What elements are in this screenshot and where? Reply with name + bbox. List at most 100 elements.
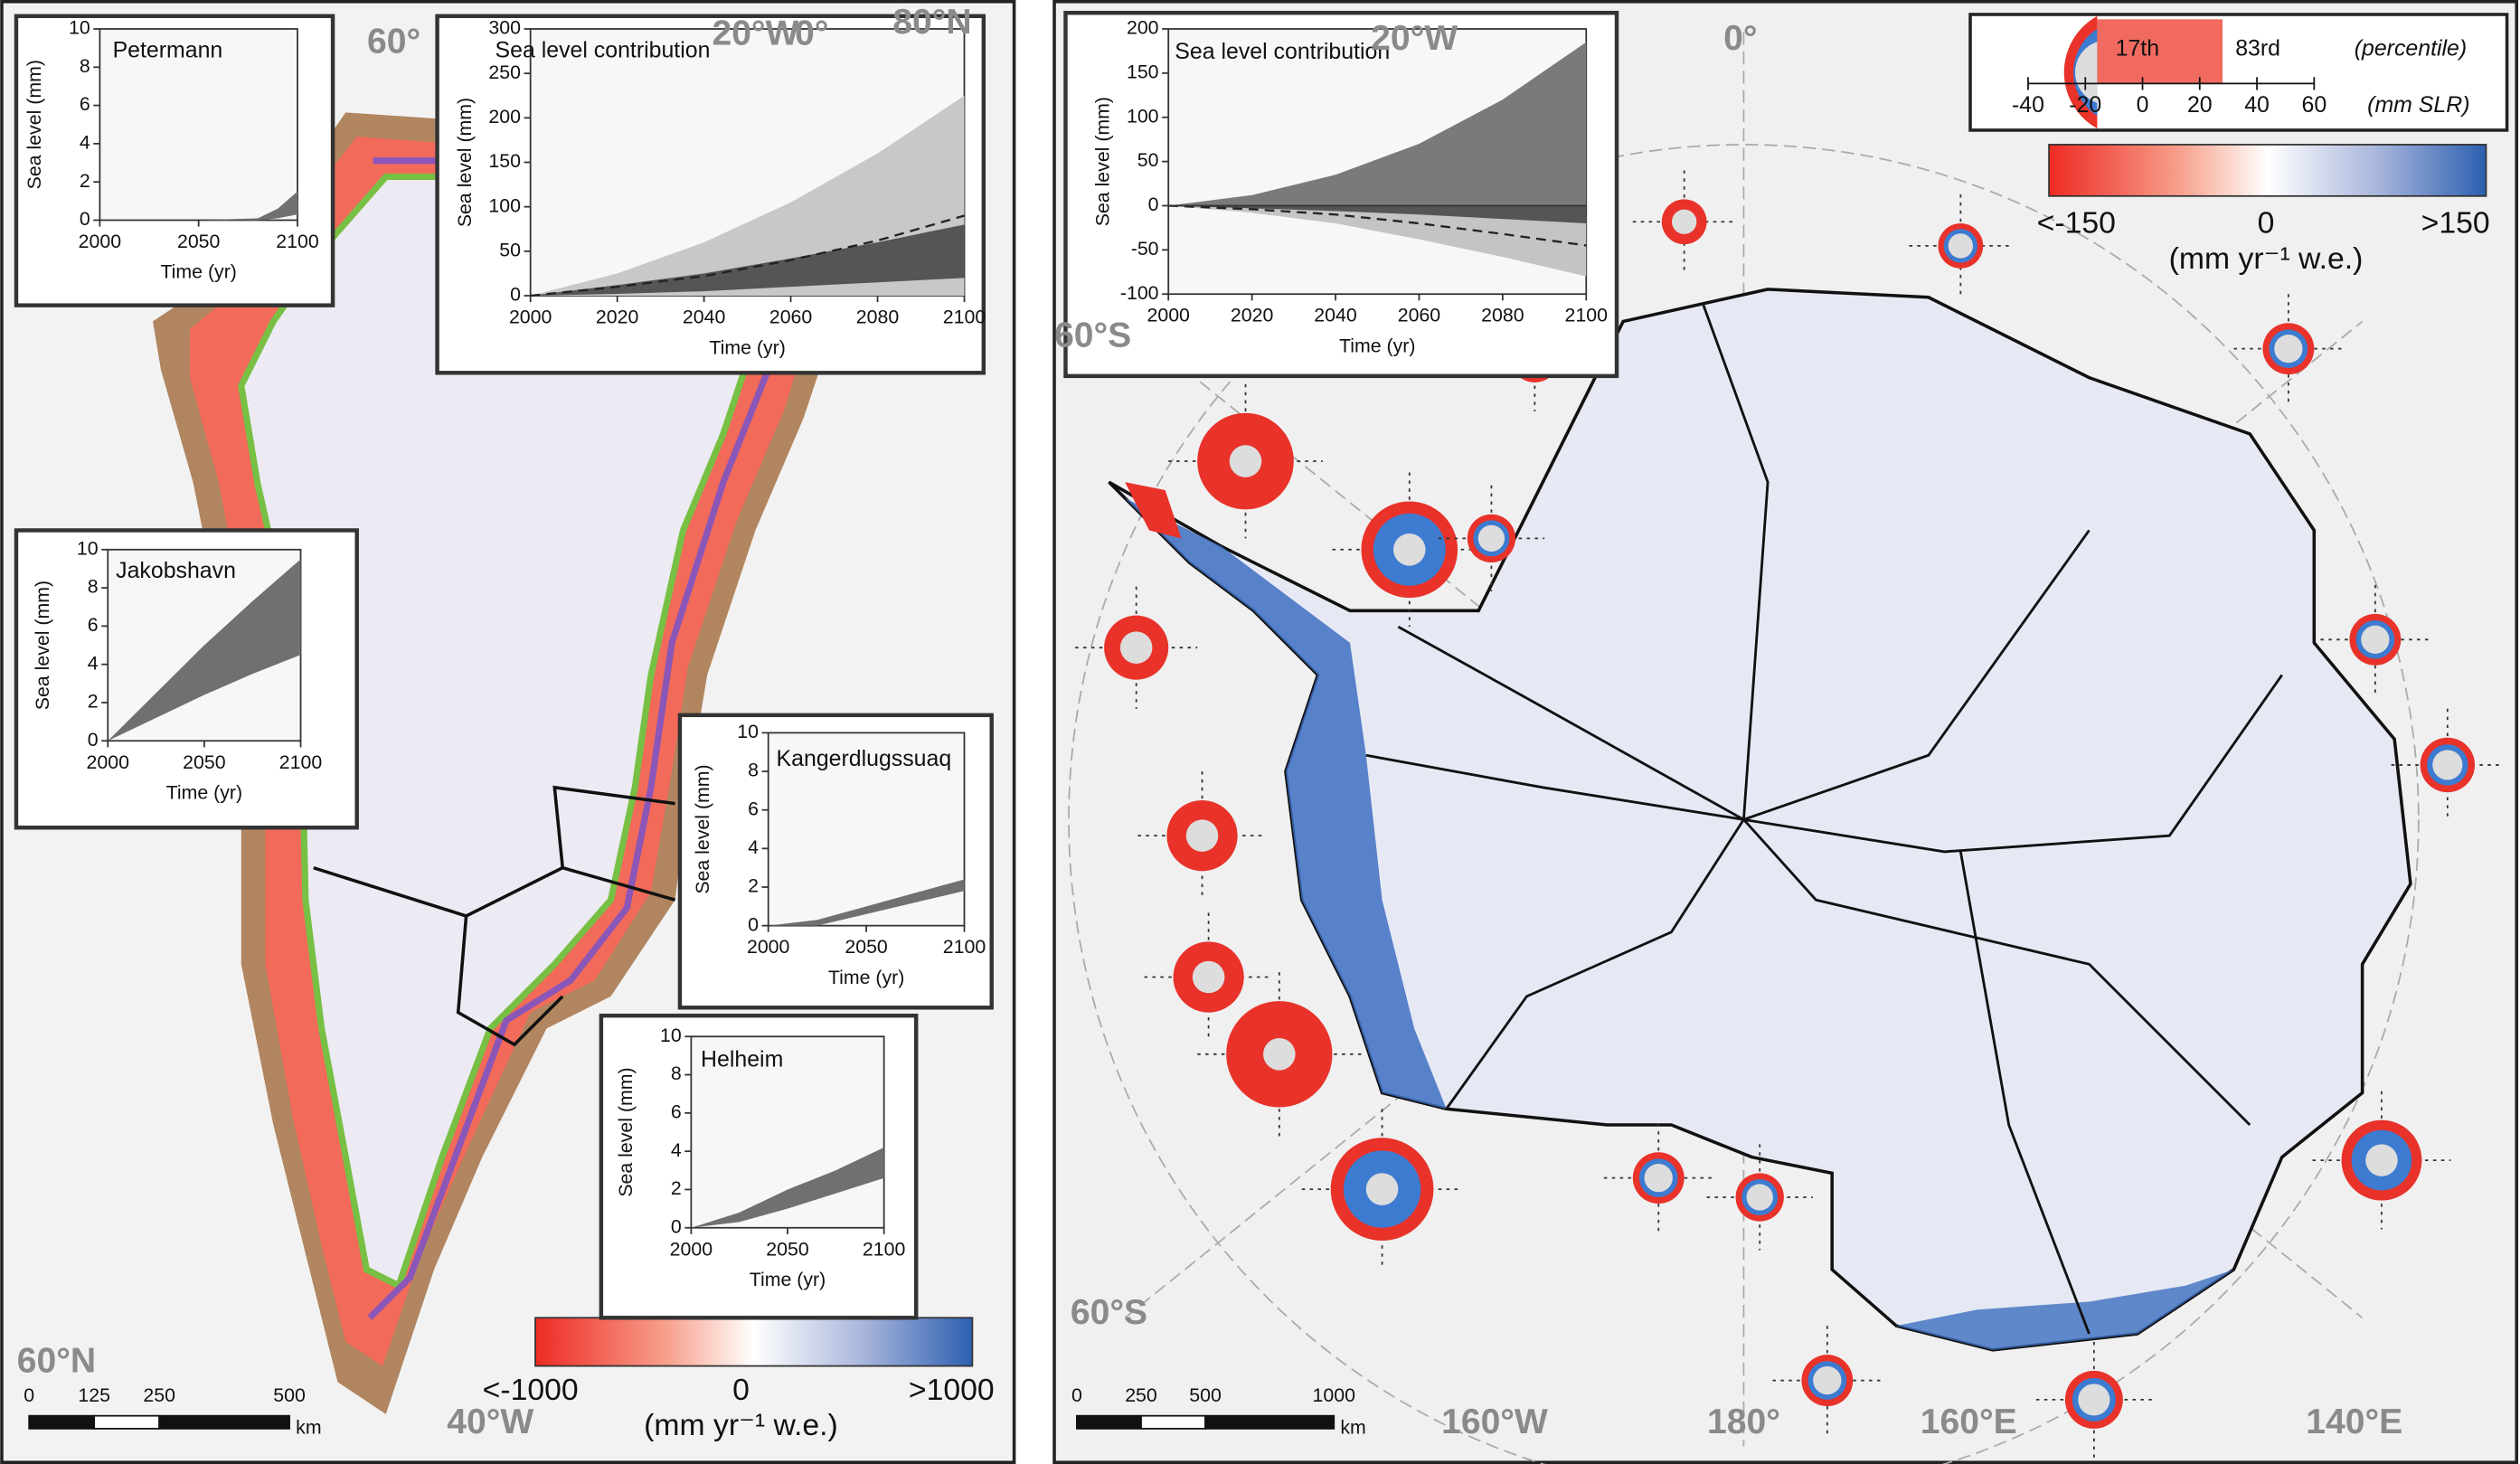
x-tick-label: 2100: [863, 1238, 906, 1260]
y-tick-label: 4: [80, 132, 90, 154]
y-tick-label: 2: [671, 1177, 682, 1199]
y-axis-label: Sea level (mm): [454, 98, 476, 227]
geo-label: 60°S: [1071, 1293, 1147, 1332]
y-tick-label: 4: [88, 652, 99, 674]
scale-segment: [28, 1414, 96, 1430]
geo-label: 20°W: [1371, 19, 1458, 58]
geo-label: 160°E: [1921, 1403, 2017, 1441]
y-tick-label: 0: [748, 913, 759, 935]
geo-label: 140°E: [2306, 1403, 2402, 1441]
plot-area: [690, 1035, 885, 1229]
y-tick-label: 6: [748, 798, 759, 819]
glyph-center: [1644, 1164, 1673, 1193]
legend-tick-label: 20: [2187, 92, 2213, 118]
x-tick-label: 2000: [670, 1238, 713, 1260]
x-tick-label: 2100: [943, 307, 986, 328]
plot-area: [99, 28, 298, 222]
uncertainty-band: [1168, 205, 1587, 277]
inset-title: Jakobshavn: [116, 558, 236, 583]
y-tick-label: 8: [748, 760, 759, 781]
scale-tick-label: 1000: [1313, 1384, 1356, 1406]
glyph-center: [2078, 1384, 2110, 1416]
y-tick-label: 10: [737, 721, 759, 742]
inset-title: Sea level contribution: [1175, 39, 1390, 64]
inset-title: Petermann: [113, 37, 223, 62]
x-axis-label: Time (yr): [1339, 335, 1415, 356]
colorbar-unit: (mm yr⁻¹ w.e.): [644, 1408, 838, 1442]
y-tick-label: 10: [69, 17, 90, 39]
y-axis-label: Sea level (mm): [615, 1067, 637, 1196]
colorbar: [2048, 144, 2487, 197]
colorbar-min: <-1000: [483, 1373, 579, 1407]
legend-unit: (mm SLR): [2367, 92, 2469, 118]
y-tick-label: 100: [488, 194, 521, 216]
x-axis-label: Time (yr): [166, 782, 242, 804]
legend-glyph-center: [2074, 42, 2098, 103]
uncertainty-band: [691, 1147, 884, 1228]
scale-segment: [158, 1414, 290, 1430]
x-tick-label: 2060: [1398, 305, 1441, 326]
x-tick-label: 2000: [79, 231, 122, 252]
y-axis-label: Sea level (mm): [32, 581, 53, 710]
glyph-center: [1813, 1365, 1842, 1395]
geo-label: 160°W: [1441, 1403, 1548, 1441]
y-tick-label: 2: [80, 170, 90, 192]
x-tick-label: 2000: [87, 751, 130, 773]
x-tick-label: 2020: [1231, 305, 1274, 326]
scale-tick-label: 0: [24, 1384, 34, 1406]
glyph-center: [1365, 1173, 1399, 1205]
y-tick-label: 8: [88, 576, 99, 598]
y-tick-label: 0: [88, 729, 99, 751]
geo-label: 20°W: [712, 14, 798, 52]
y-tick-label: -50: [1131, 238, 1159, 260]
glyph-center: [1119, 631, 1153, 664]
y-tick-label: 0: [1148, 194, 1159, 215]
geo-label: 40°W: [447, 1403, 533, 1441]
y-tick-label: 50: [1137, 149, 1159, 171]
legend-high: 83rd: [2235, 36, 2280, 61]
basin-outlines: [1365, 305, 2283, 1335]
y-axis-label: Sea level (mm): [24, 60, 45, 189]
colorbar-max: >1000: [909, 1373, 995, 1407]
x-tick-label: 2050: [183, 751, 226, 773]
y-tick-label: 6: [80, 93, 90, 115]
y-tick-label: 2: [748, 875, 759, 897]
legend-tick-label: 0: [2137, 92, 2149, 118]
x-tick-label: 2100: [1565, 305, 1609, 326]
colorbar-mid: 0: [2258, 206, 2275, 241]
x-tick-label: 2100: [943, 936, 986, 958]
x-tick-label: 2050: [177, 231, 221, 252]
y-tick-label: 100: [1127, 105, 1159, 127]
legend-tick-label: 60: [2301, 92, 2327, 118]
glyph-center: [1393, 534, 1426, 566]
glyph-center: [1229, 445, 1262, 477]
x-axis-label: Time (yr): [750, 1269, 826, 1290]
glyph-center: [2365, 1144, 2398, 1176]
x-tick-label: 2040: [683, 307, 726, 328]
geo-label: 0°: [1723, 19, 1757, 58]
y-tick-label: 4: [748, 836, 759, 858]
scale-tick-label: 250: [143, 1384, 175, 1406]
legend-tick-label: 40: [2244, 92, 2270, 118]
scale-tick-label: 125: [78, 1384, 110, 1406]
uncertainty-band: [1168, 205, 1587, 224]
glyph-center: [2361, 625, 2390, 654]
scale-tick-label: 500: [1189, 1384, 1222, 1406]
geo-label: 180°: [1707, 1403, 1780, 1441]
scale-unit: km: [296, 1417, 321, 1439]
legend-percentile: (percentile): [2355, 36, 2467, 61]
legend-high-swatch: [2097, 19, 2223, 84]
x-tick-label: 2080: [1481, 305, 1524, 326]
scale-tick-label: 0: [1071, 1384, 1082, 1406]
legend-box: [1968, 13, 2509, 132]
colorbar: [534, 1317, 974, 1367]
x-tick-label: 2080: [856, 307, 900, 328]
glyph-center: [1671, 209, 1697, 234]
x-tick-label: 2060: [769, 307, 813, 328]
x-tick-label: 2050: [766, 1238, 809, 1260]
glyph-center: [1192, 960, 1225, 994]
x-tick-label: 2040: [1314, 305, 1357, 326]
x-tick-label: 2000: [747, 936, 790, 958]
uncertainty-band: [99, 191, 297, 221]
